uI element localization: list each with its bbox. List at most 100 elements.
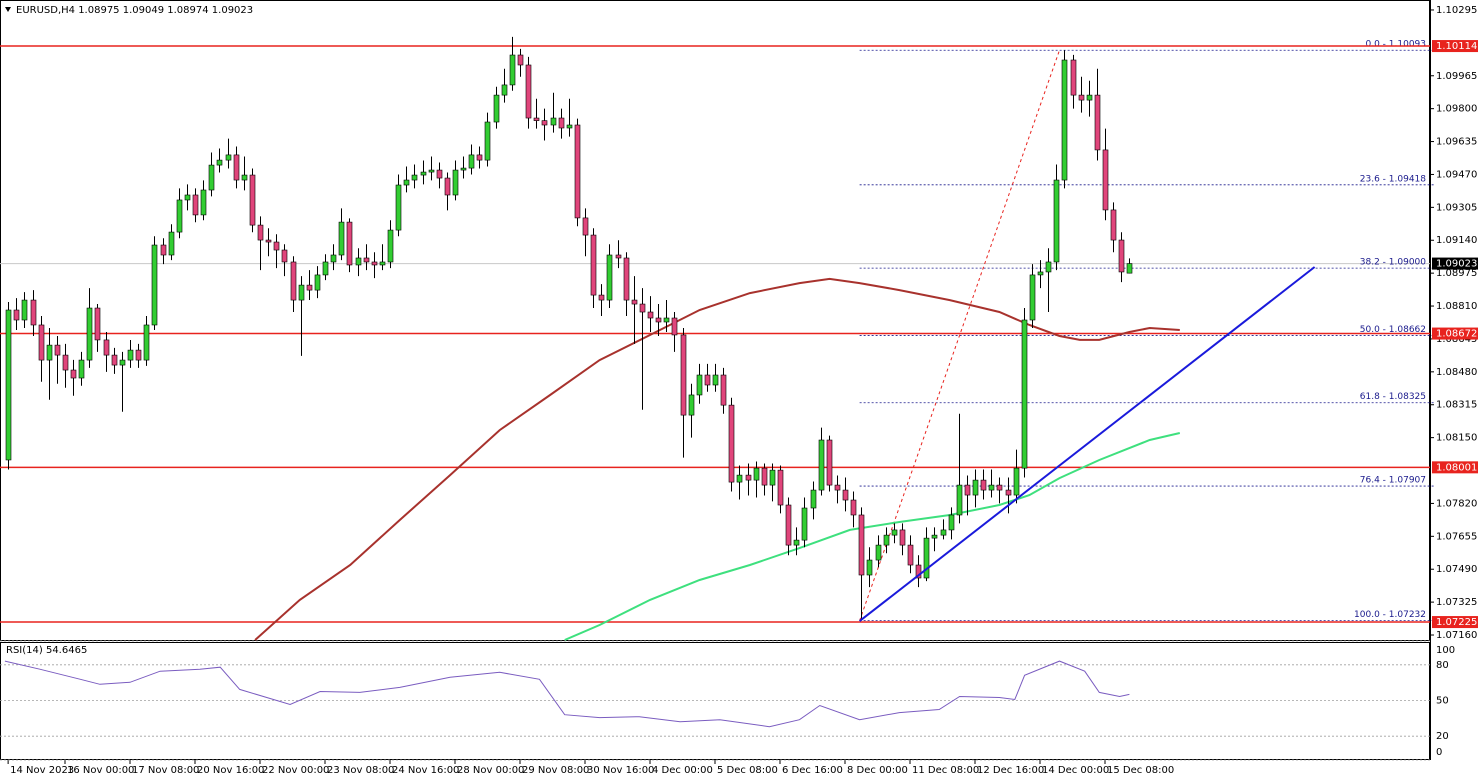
rsi-line <box>4 660 1130 728</box>
candle-body <box>1013 467 1020 496</box>
x-tick-label: 4 Dec 00:00 <box>652 765 713 776</box>
candle-body <box>623 257 630 301</box>
candle-body <box>420 171 427 176</box>
price-label: 1.08672 <box>1436 329 1477 340</box>
y-tick-label: 80 <box>1436 660 1449 671</box>
x-tick-label: 29 Nov 08:00 <box>522 765 589 776</box>
candle-body <box>931 534 938 539</box>
candle-body <box>533 117 540 121</box>
candle-body <box>761 467 768 486</box>
candle-body <box>135 349 142 361</box>
candle-body <box>663 317 670 323</box>
candle-body <box>176 199 183 233</box>
candle-body <box>314 274 321 291</box>
candle-body <box>436 169 443 179</box>
candle-body <box>582 217 589 236</box>
candle-body <box>704 374 711 386</box>
candle-body <box>1086 94 1093 101</box>
candle-body <box>127 349 134 361</box>
x-tick-label: 30 Nov 16:00 <box>587 765 654 776</box>
candle-body <box>996 484 1003 491</box>
candle-body <box>46 344 53 361</box>
candle-body <box>1005 489 1012 496</box>
candle-body <box>184 194 191 201</box>
candle-body <box>21 299 28 321</box>
y-tick-label: 1.09800 <box>1436 104 1477 115</box>
price-label: 1.09023 <box>1436 259 1477 270</box>
x-tick-label: 28 Nov 00:00 <box>457 765 524 776</box>
candle-body <box>257 224 264 241</box>
candle-body <box>249 174 256 226</box>
candle-body <box>647 311 654 319</box>
y-tick-label: 1.07325 <box>1436 597 1477 608</box>
x-tick-label: 16 Nov 00:00 <box>67 765 134 776</box>
candle-body <box>371 261 378 266</box>
candle-body <box>233 154 240 181</box>
candle-body <box>13 309 20 321</box>
candle-body <box>54 344 61 356</box>
x-tick-label: 14 Dec 00:00 <box>1042 765 1109 776</box>
candle-body <box>801 507 808 541</box>
x-tick-label: 22 Nov 00:00 <box>262 765 329 776</box>
candle-body <box>200 189 207 216</box>
candle-body <box>598 294 605 301</box>
candle-body <box>30 299 37 326</box>
candle-body <box>541 120 548 126</box>
candle-body <box>379 261 386 266</box>
y-tick-label: 1.08150 <box>1436 433 1477 444</box>
candle-body <box>875 544 882 561</box>
y-tick-label: 1.09470 <box>1436 169 1477 180</box>
candle-body <box>1021 319 1028 469</box>
candle-body <box>452 169 459 196</box>
y-tick-label: 1.07160 <box>1436 630 1477 641</box>
x-tick-label: 14 Nov 2023 <box>10 765 74 776</box>
x-tick-label: 6 Dec 16:00 <box>782 765 843 776</box>
y-tick-label: 1.08975 <box>1436 268 1477 279</box>
candle-body <box>1118 239 1125 273</box>
candle-body <box>168 231 175 256</box>
candle-body <box>720 374 727 406</box>
fib-diagonal <box>859 50 1060 621</box>
candle-body <box>566 124 573 129</box>
price-label-box <box>1432 327 1478 340</box>
fib-label: 61.8 - 1.08325 <box>1360 392 1426 402</box>
candle-body <box>225 154 232 161</box>
candle-body <box>1037 271 1044 276</box>
y-tick-label: 50 <box>1436 696 1449 707</box>
x-tick-label: 24 Nov 16:00 <box>392 765 459 776</box>
candle-body <box>1110 209 1117 241</box>
candle-body <box>62 354 69 371</box>
candle-body <box>476 154 483 161</box>
candle-body <box>241 174 248 181</box>
candle-body <box>1070 59 1077 96</box>
fib-label: 76.4 - 1.07907 <box>1360 476 1426 486</box>
x-tick-label: 11 Dec 08:00 <box>912 765 979 776</box>
candle-body <box>1094 94 1101 151</box>
candle-body <box>509 54 516 86</box>
candle-body <box>891 529 898 536</box>
fib-label: 38.2 - 1.09000 <box>1360 258 1426 268</box>
candle-body <box>671 317 678 336</box>
candle-body <box>322 261 329 276</box>
fib-label: 23.6 - 1.09418 <box>1360 174 1426 184</box>
fib-label: 0.0 - 1.10093 <box>1366 40 1427 50</box>
candle-body <box>143 324 150 361</box>
candle-body <box>972 479 979 496</box>
x-tick-label: 8 Dec 00:00 <box>847 765 908 776</box>
candle-body <box>736 474 743 483</box>
candle-body <box>956 484 963 516</box>
y-tick-label: 1.07655 <box>1436 531 1477 542</box>
candle-body <box>265 239 272 243</box>
candle-body <box>298 284 305 301</box>
y-tick-label: 1.08315 <box>1436 400 1477 411</box>
candle-body <box>1029 274 1036 321</box>
candle-body <box>680 334 687 416</box>
candle-body <box>411 174 418 181</box>
candle-body <box>688 394 695 416</box>
x-tick-label: 5 Dec 08:00 <box>717 765 778 776</box>
y-tick-label: 1.10295 <box>1436 5 1477 16</box>
candle-body <box>94 307 101 341</box>
candle-body <box>1078 94 1085 101</box>
y-tick-label: 0 <box>1436 747 1442 758</box>
